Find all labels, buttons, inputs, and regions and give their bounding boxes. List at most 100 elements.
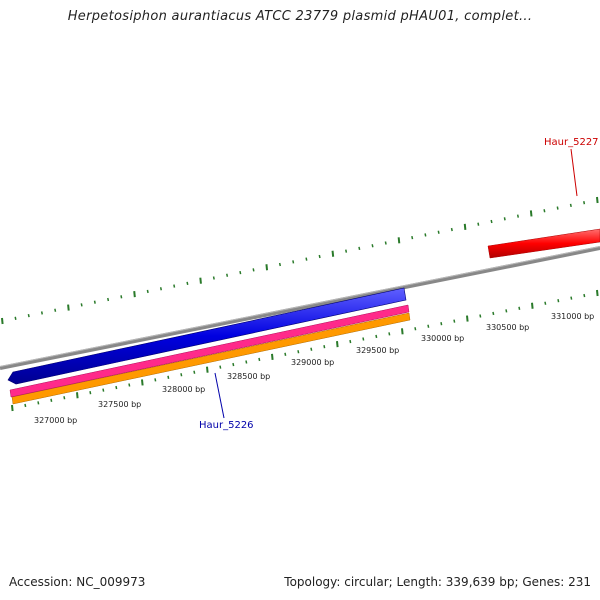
minor-tick <box>479 314 482 318</box>
scale-label: 330500 bp <box>486 323 529 332</box>
major-tick <box>271 353 274 360</box>
minor-tick <box>186 281 189 286</box>
minor-tick <box>102 388 105 392</box>
minor-tick <box>371 244 374 248</box>
topology-summary: Topology: circular; Length: 339,639 bp; … <box>284 575 591 589</box>
minor-tick <box>239 270 242 275</box>
minor-tick <box>345 249 348 253</box>
scale-label: 328500 bp <box>227 372 270 381</box>
minor-tick <box>349 339 352 344</box>
gene-label-leader-top <box>570 148 578 197</box>
minor-tick <box>556 206 559 210</box>
minor-tick <box>375 334 378 339</box>
major-tick <box>76 392 79 399</box>
gene-feature-orange[interactable] <box>11 312 411 405</box>
major-tick <box>596 289 599 297</box>
scale-label: 329000 bp <box>291 358 334 367</box>
major-tick <box>596 196 599 204</box>
minor-tick <box>63 396 66 400</box>
scale-label: 331000 bp <box>551 312 594 321</box>
major-tick <box>199 277 202 284</box>
map-title: Herpetosiphon aurantiacus ATCC 23779 pla… <box>67 9 533 24</box>
minor-tick <box>411 235 414 240</box>
minor-tick <box>14 316 17 320</box>
major-tick <box>133 291 136 298</box>
minor-tick <box>40 311 44 315</box>
major-tick <box>265 264 269 271</box>
minor-tick <box>245 360 248 364</box>
minor-tick <box>414 327 417 331</box>
scale-label: 328000 bp <box>162 385 205 394</box>
minor-tick <box>128 383 131 387</box>
minor-tick <box>305 257 308 261</box>
major-tick <box>463 223 467 230</box>
major-tick <box>141 379 144 386</box>
tick-track-upper <box>1 196 599 325</box>
minor-tick <box>427 324 430 328</box>
minor-tick <box>569 203 572 208</box>
minor-tick <box>27 313 30 318</box>
minor-tick <box>193 370 196 374</box>
minor-tick <box>232 362 235 367</box>
major-tick <box>401 328 404 335</box>
backbone-line <box>0 246 600 370</box>
minor-tick <box>557 299 560 303</box>
minor-tick <box>543 209 546 213</box>
minor-tick <box>115 385 118 390</box>
major-tick <box>331 250 335 257</box>
minor-tick <box>50 398 53 402</box>
minor-tick <box>516 214 520 218</box>
scale-label: 329500 bp <box>356 346 399 355</box>
minor-tick <box>154 378 157 382</box>
minor-tick <box>323 345 326 349</box>
major-tick <box>1 317 4 325</box>
minor-tick <box>318 254 321 259</box>
gene-feature-red[interactable] <box>487 228 600 259</box>
minor-tick <box>252 268 255 272</box>
gene-label-haur-5227[interactable]: Haur_5227 <box>544 137 599 148</box>
minor-tick <box>453 319 456 323</box>
minor-tick <box>180 373 183 377</box>
minor-tick <box>107 297 110 302</box>
tick-track-lower <box>11 289 599 412</box>
scale-label: 327500 bp <box>98 400 141 409</box>
minor-tick <box>505 309 508 313</box>
major-tick <box>529 210 533 217</box>
minor-tick <box>362 337 365 341</box>
minor-tick <box>310 347 313 351</box>
minor-tick <box>437 230 440 234</box>
minor-tick <box>583 201 586 205</box>
minor-tick <box>212 276 215 280</box>
major-tick <box>466 315 469 322</box>
minor-tick <box>258 357 261 362</box>
gene-feature-blue[interactable] <box>7 287 407 385</box>
scale-label: 327000 bp <box>34 416 77 425</box>
minor-tick <box>518 306 521 310</box>
minor-tick <box>388 332 391 336</box>
minor-tick <box>570 296 573 300</box>
scale-labels: 327000 bp 327500 bp 328000 bp 328500 bp … <box>34 312 594 425</box>
minor-tick <box>358 246 361 251</box>
minor-tick <box>490 219 493 224</box>
minor-tick <box>297 350 300 354</box>
accession-label: Accession: NC_009973 <box>9 575 146 589</box>
minor-tick <box>503 217 506 221</box>
minor-tick <box>219 365 222 369</box>
major-tick <box>336 341 339 348</box>
minor-tick <box>292 260 295 264</box>
minor-tick <box>120 295 123 299</box>
minor-tick <box>93 300 96 304</box>
major-tick <box>67 304 70 311</box>
gene-feature-pink[interactable] <box>9 304 410 398</box>
major-tick <box>397 237 401 244</box>
minor-tick <box>440 322 443 326</box>
minor-tick <box>384 241 387 245</box>
minor-tick <box>37 401 40 405</box>
minor-tick <box>450 227 453 232</box>
minor-tick <box>284 352 287 356</box>
major-tick <box>531 302 534 309</box>
minor-tick <box>424 233 427 237</box>
gene-label-haur-5226[interactable]: Haur_5226 <box>199 420 254 431</box>
minor-tick <box>80 303 83 307</box>
